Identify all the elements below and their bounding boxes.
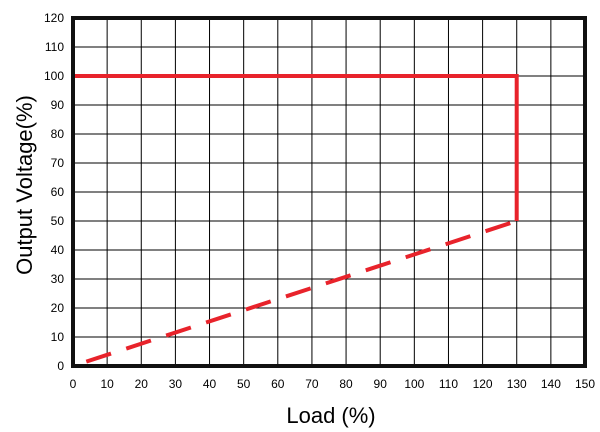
x-tick-label: 140 bbox=[541, 377, 561, 391]
x-tick-label: 0 bbox=[70, 377, 77, 391]
x-tick-label: 110 bbox=[439, 377, 458, 391]
y-tick-label: 80 bbox=[51, 127, 65, 141]
grid-layer bbox=[73, 18, 585, 366]
x-tick-label: 70 bbox=[305, 377, 319, 391]
y-tick-label: 40 bbox=[51, 243, 65, 257]
x-tick-labels: 0 10 20 30 40 50 60 70 80 90 100 110 120 130 140 150 bbox=[70, 377, 596, 391]
x-tick-label: 90 bbox=[374, 377, 388, 391]
series-line-solid bbox=[73, 74, 519, 221]
x-tick-label: 50 bbox=[237, 377, 251, 391]
plot-frame bbox=[71, 16, 587, 368]
x-tick-label: 30 bbox=[169, 377, 183, 391]
x-tick-label: 120 bbox=[473, 377, 493, 391]
y-tick-label: 100 bbox=[44, 69, 64, 83]
x-tick-label: 10 bbox=[100, 377, 114, 391]
y-tick-label: 50 bbox=[51, 214, 65, 228]
x-tick-label: 80 bbox=[339, 377, 353, 391]
x-tick-label: 60 bbox=[271, 377, 285, 391]
y-tick-label: 10 bbox=[51, 330, 65, 344]
y-tick-label: 0 bbox=[57, 359, 64, 373]
x-tick-label: 40 bbox=[203, 377, 217, 391]
y-tick-label: 90 bbox=[51, 98, 65, 112]
x-axis-title: Load (%) bbox=[286, 403, 375, 428]
y-tick-label: 110 bbox=[45, 40, 64, 54]
y-tick-labels: 0 10 20 30 40 50 60 70 80 90 100 110 120 bbox=[44, 11, 64, 373]
x-tick-label: 150 bbox=[575, 377, 595, 391]
y-tick-label: 120 bbox=[44, 11, 64, 25]
x-tick-label: 130 bbox=[507, 377, 527, 391]
y-tick-label: 70 bbox=[51, 156, 65, 170]
y-tick-label: 30 bbox=[51, 272, 65, 286]
series-line-dashed bbox=[72, 219, 518, 368]
frame-layer bbox=[71, 16, 587, 368]
y-tick-label: 60 bbox=[51, 185, 65, 199]
y-tick-label: 20 bbox=[51, 301, 65, 315]
x-tick-label: 20 bbox=[135, 377, 149, 391]
y-axis-title: Output Voltage(%) bbox=[12, 95, 37, 275]
series-layer bbox=[72, 74, 519, 368]
x-tick-label: 100 bbox=[404, 377, 424, 391]
